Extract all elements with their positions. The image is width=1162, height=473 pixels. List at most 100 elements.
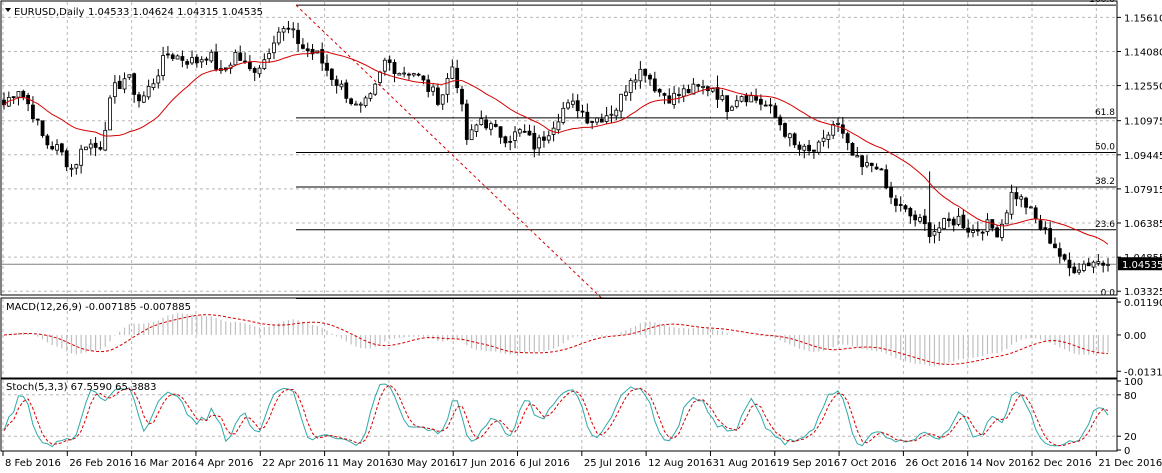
candle-body [460, 88, 464, 105]
candle-body [768, 104, 773, 107]
candle-body [1014, 192, 1019, 200]
candle-body [1077, 269, 1081, 273]
time-tick-label: 19 Sep 2016 [777, 458, 840, 469]
candle-body [262, 59, 267, 69]
candle-body [146, 85, 151, 98]
fib-level-label: 61.8 [1095, 108, 1115, 118]
candle-body [942, 218, 946, 229]
candle-body [373, 83, 378, 95]
candle-body [272, 42, 276, 54]
candle-body [657, 88, 662, 93]
macd-tick-label: 0.00 [1124, 331, 1146, 342]
candle-body [469, 129, 474, 141]
time-tick-label: 30 May 2016 [391, 458, 456, 469]
candle-body [787, 133, 792, 139]
candle-body [816, 141, 821, 153]
candle-body [927, 222, 932, 238]
candle-body [879, 168, 884, 171]
candle-body [305, 48, 310, 52]
price-tick-label: 1.12550 [1124, 82, 1162, 93]
candle-body [1106, 263, 1110, 266]
candle-body [980, 231, 985, 234]
time-tick-label: 25 Jul 2016 [584, 458, 641, 469]
candle-body [64, 150, 69, 168]
time-tick-label: 8 Feb 2016 [5, 458, 61, 469]
candle-body [378, 71, 382, 83]
candle-body [98, 147, 103, 150]
price-tick-label: 1.03325 [1124, 287, 1162, 298]
candle-body [55, 144, 59, 151]
candle-body [127, 74, 132, 78]
candle-body [575, 100, 580, 112]
time-tick-label: 6 Jul 2016 [520, 458, 570, 469]
candle-body [11, 96, 16, 99]
symbol-title: EURUSD,Daily [14, 7, 85, 18]
candle-body [710, 88, 715, 92]
candle-body [45, 135, 50, 146]
candle-body [845, 133, 850, 144]
candle-body [918, 217, 922, 222]
candle-body [542, 136, 546, 141]
candle-body [464, 103, 469, 140]
candle-body [720, 95, 725, 100]
candle-body [662, 93, 667, 96]
candle-body [325, 62, 329, 71]
candle-body [1043, 227, 1048, 230]
candle-body [1028, 206, 1033, 209]
candle-body [758, 98, 763, 105]
candle-body [88, 143, 93, 149]
candle-body [151, 83, 156, 89]
candle-body [1033, 207, 1038, 220]
candle-body [889, 187, 893, 198]
dropdown-arrow-icon[interactable] [5, 8, 11, 12]
time-tick-label: 4 Apr 2016 [198, 458, 253, 469]
candle-body [416, 73, 421, 76]
candle-body [1048, 228, 1053, 244]
candle-body [161, 55, 165, 77]
candle-body [1101, 262, 1106, 266]
fib-level-label: 0.0 [1101, 288, 1116, 298]
candle-body [609, 113, 614, 116]
time-tick-label: 16 Mar 2016 [134, 458, 197, 469]
stochastic-main-path [3, 383, 1109, 448]
fib-level-label: 50.0 [1095, 142, 1115, 152]
candle-body [821, 137, 826, 142]
candle-body [893, 198, 898, 206]
price-tick-label: 1.15610 [1124, 13, 1162, 24]
candle-body [971, 230, 975, 233]
time-tick-label: 22 Apr 2016 [262, 458, 324, 469]
candle-body [874, 166, 879, 170]
candle-body [701, 86, 705, 88]
stochastic-signal-path [3, 384, 1109, 447]
candle-body [1024, 197, 1028, 208]
candle-body [855, 155, 860, 158]
candle-body [108, 97, 112, 131]
candle-body [209, 51, 214, 62]
candle-body [599, 118, 604, 123]
candle-body [686, 88, 691, 94]
candle-body [194, 56, 199, 64]
candle-body [628, 80, 633, 93]
candle-body [783, 123, 787, 137]
candle-body [199, 59, 204, 63]
candle-body [300, 44, 305, 49]
candle-body [730, 106, 734, 111]
candle-body [1062, 254, 1067, 260]
candle-body [537, 137, 542, 149]
candle-body [35, 118, 40, 121]
candle-body [1004, 212, 1009, 225]
candle-body [407, 73, 411, 76]
candle-body [354, 103, 358, 106]
candle-body [947, 218, 951, 221]
candle-body [493, 123, 498, 127]
candle-body [387, 59, 392, 63]
candle-body [286, 27, 291, 30]
fib-level-label: 23.6 [1095, 220, 1115, 230]
candle-body [334, 79, 339, 86]
candle-body [233, 51, 238, 66]
macd-signal-line [3, 314, 1109, 365]
stochastic-tick-label: 80 [1124, 391, 1137, 402]
candle-body [595, 117, 599, 123]
candle-body [267, 53, 272, 60]
candle-body [681, 88, 686, 97]
